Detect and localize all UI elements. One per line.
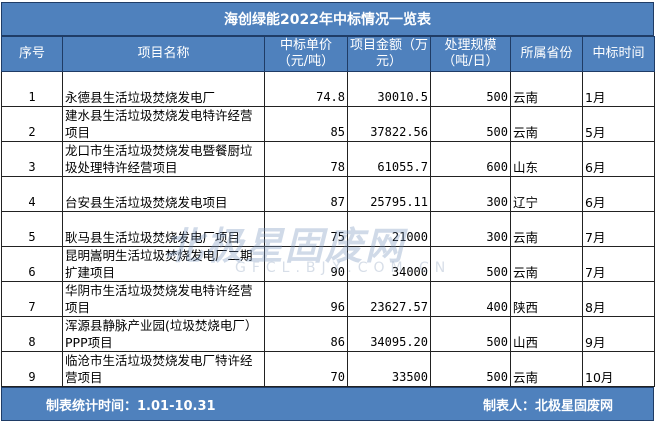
cell-amount: 21000 xyxy=(347,211,431,247)
cell-amount: 30010.5 xyxy=(347,71,431,107)
cell-time: 10月 xyxy=(582,351,655,387)
column-header: 中标单价（元/吨） xyxy=(264,36,348,72)
cell-no: 7 xyxy=(1,281,63,317)
cell-time: 7月 xyxy=(582,211,655,247)
cell-amount: 33500 xyxy=(347,351,431,387)
cell-time: 6月 xyxy=(582,141,655,177)
cell-name: 临沧市生活垃圾焚烧发电厂特许经营项目 xyxy=(62,351,265,387)
cell-amount: 34000 xyxy=(347,246,431,282)
cell-name: 建水县生活垃圾焚烧发电特许经营项目 xyxy=(62,106,265,142)
cell-scale: 500 xyxy=(430,351,511,387)
column-header: 中标时间 xyxy=(582,36,655,72)
summary-table-container: 海创绿能2022年中标情况一览表 序号 项目名称 中标单价（元/吨） 项目金额（万元）… xyxy=(1,2,655,421)
cell-scale: 500 xyxy=(430,106,511,142)
cell-province: 陕西 xyxy=(510,281,583,317)
cell-price: 96 xyxy=(264,281,348,317)
bid-table: 序号 项目名称 中标单价（元/吨） 项目金额（万元） 处理规模（吨/日） 所属省份 中标时间… xyxy=(1,36,655,387)
cell-scale: 600 xyxy=(430,141,511,177)
cell-price: 90 xyxy=(264,246,348,282)
cell-price: 87 xyxy=(264,176,348,212)
cell-no: 8 xyxy=(1,316,63,352)
cell-name: 永德县生活垃圾焚烧发电厂 xyxy=(62,71,265,107)
table-row: 2 建水县生活垃圾焚烧发电特许经营项目 85 37822.56 500 云南 5月 xyxy=(1,106,655,142)
column-header: 所属省份 xyxy=(510,36,583,72)
cell-amount: 34095.20 xyxy=(347,316,431,352)
column-header: 处理规模（吨/日） xyxy=(430,36,511,72)
table-row: 6 昆明嵩明生活垃圾焚烧发电厂二期扩建项目 90 34000 500 云南 7月 xyxy=(1,246,655,282)
table-row: 3 龙口市生活垃圾焚烧发电暨餐厨垃圾处理特许经营项目 78 61055.7 600 山东 6… xyxy=(1,141,655,177)
table-row: 9 临沧市生活垃圾焚烧发电厂特许经营项目 70 33500 500 云南 10月 xyxy=(1,351,655,387)
table-row: 4 台安县生活垃圾焚烧发电项目 87 25795.11 300 辽宁 6月 xyxy=(1,176,655,212)
cell-amount: 23627.57 xyxy=(347,281,431,317)
cell-scale: 400 xyxy=(430,281,511,317)
cell-price: 86 xyxy=(264,316,348,352)
column-header: 序号 xyxy=(1,36,63,72)
column-header: 项目金额（万元） xyxy=(347,36,431,72)
cell-name: 耿马县生活垃圾焚烧发电厂项目 xyxy=(62,211,265,247)
cell-time: 9月 xyxy=(582,316,655,352)
cell-no: 9 xyxy=(1,351,63,387)
cell-province: 山东 xyxy=(510,141,583,177)
table-row: 7 华阴市生活垃圾焚烧发电特许经营项目 96 23627.57 400 陕西 8月 xyxy=(1,281,655,317)
cell-no: 6 xyxy=(1,246,63,282)
cell-no: 5 xyxy=(1,211,63,247)
table-author: 制表人：北极星固废网 xyxy=(482,398,613,414)
table-row: 1 永德县生活垃圾焚烧发电厂 74.8 30010.5 500 云南 1月 xyxy=(1,71,655,107)
cell-price: 85 xyxy=(264,106,348,142)
cell-time: 7月 xyxy=(582,246,655,282)
cell-name: 昆明嵩明生活垃圾焚烧发电厂二期扩建项目 xyxy=(62,246,265,282)
cell-price: 70 xyxy=(264,351,348,387)
cell-province: 云南 xyxy=(510,351,583,387)
cell-time: 5月 xyxy=(582,106,655,142)
cell-name: 台安县生活垃圾焚烧发电项目 xyxy=(62,176,265,212)
cell-name: 龙口市生活垃圾焚烧发电暨餐厨垃圾处理特许经营项目 xyxy=(62,141,265,177)
cell-no: 4 xyxy=(1,176,63,212)
cell-name: 华阴市生活垃圾焚烧发电特许经营项目 xyxy=(62,281,265,317)
cell-name: 浑源县静脉产业园(垃圾焚烧电厂）PPP项目 xyxy=(62,316,265,352)
cell-no: 2 xyxy=(1,106,63,142)
cell-scale: 500 xyxy=(430,246,511,282)
table-row: 8 浑源县静脉产业园(垃圾焚烧电厂）PPP项目 86 34095.20 500 山西 9月 xyxy=(1,316,655,352)
cell-province: 云南 xyxy=(510,106,583,142)
cell-amount: 25795.11 xyxy=(347,176,431,212)
cell-time: 6月 xyxy=(582,176,655,212)
cell-scale: 300 xyxy=(430,176,511,212)
cell-province: 云南 xyxy=(510,71,583,107)
column-header: 项目名称 xyxy=(62,36,265,72)
cell-province: 山西 xyxy=(510,316,583,352)
table-footer: 制表统计时间：1.01-10.31 制表人：北极星固废网 xyxy=(1,387,654,421)
cell-no: 3 xyxy=(1,141,63,177)
cell-amount: 61055.7 xyxy=(347,141,431,177)
cell-price: 74.8 xyxy=(264,71,348,107)
cell-time: 1月 xyxy=(582,71,655,107)
stat-period: 制表统计时间：1.01-10.31 xyxy=(46,398,216,414)
cell-amount: 37822.56 xyxy=(347,106,431,142)
cell-scale: 300 xyxy=(430,211,511,247)
table-title: 海创绿能2022年中标情况一览表 xyxy=(1,2,654,36)
cell-province: 云南 xyxy=(510,246,583,282)
cell-price: 75 xyxy=(264,211,348,247)
cell-price: 78 xyxy=(264,141,348,177)
cell-scale: 500 xyxy=(430,316,511,352)
cell-no: 1 xyxy=(1,71,63,107)
cell-time: 8月 xyxy=(582,281,655,317)
cell-province: 云南 xyxy=(510,211,583,247)
table-row: 5 耿马县生活垃圾焚烧发电厂项目 75 21000 300 云南 7月 xyxy=(1,211,655,247)
cell-scale: 500 xyxy=(430,71,511,107)
cell-province: 辽宁 xyxy=(510,176,583,212)
